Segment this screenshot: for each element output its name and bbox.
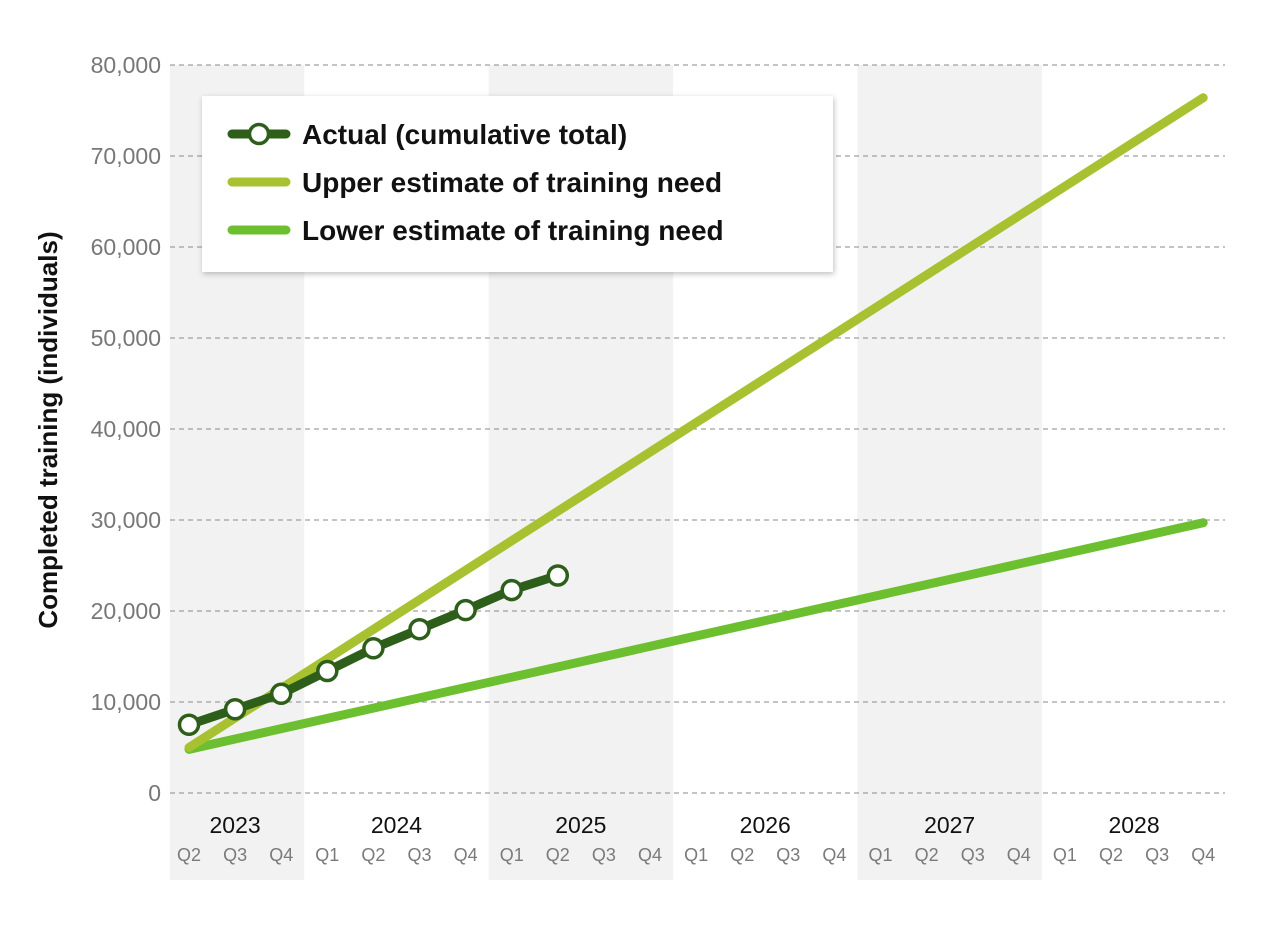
legend-marker (247, 122, 271, 146)
year-band-2027 (857, 65, 1042, 880)
legend-label: Lower estimate of training need (302, 215, 724, 246)
quarter-tick-label: Q2 (177, 845, 201, 865)
quarter-tick-label: Q1 (684, 845, 708, 865)
series-line-upper-estimate-of-training-need (184, 93, 1208, 752)
quarter-tick-label: Q4 (1007, 845, 1031, 865)
series-lines (177, 93, 1208, 754)
quarter-tick-label: Q4 (638, 845, 662, 865)
quarter-tick-label: Q2 (361, 845, 385, 865)
data-point (500, 578, 523, 602)
y-axis-label: Completed training (individuals) (33, 231, 63, 628)
quarter-tick-label: Q4 (1191, 845, 1215, 865)
quarter-tick-label: Q4 (454, 845, 478, 865)
data-point (454, 598, 477, 622)
y-tick-label: 80,000 (91, 52, 161, 78)
year-label-2027: 2027 (924, 812, 975, 838)
quarter-tick-label: Q3 (407, 845, 431, 865)
legend-label: Actual (cumulative total) (302, 119, 627, 150)
quarter-tick-label: Q3 (592, 845, 616, 865)
y-axis-ticks: 0 10,000 20,000 30,000 40,000 50,000 60,000 70,… (91, 52, 161, 806)
y-tick-label: 30,000 (91, 507, 161, 533)
quarter-tick-label: Q2 (546, 845, 570, 865)
year-label-2026: 2026 (740, 812, 791, 838)
y-tick-label: 10,000 (91, 689, 161, 715)
quarter-tick-label: Q2 (730, 845, 754, 865)
year-label-2028: 2028 (1108, 812, 1159, 838)
y-tick-label: 20,000 (91, 598, 161, 624)
quarter-tick-label: Q3 (223, 845, 247, 865)
quarter-tick-label: Q3 (776, 845, 800, 865)
quarter-tick-label: Q3 (1145, 845, 1169, 865)
legend: Actual (cumulative total) Upper estimate … (202, 96, 833, 272)
quarter-tick-label: Q1 (1053, 845, 1077, 865)
data-point (408, 617, 431, 641)
legend-label: Upper estimate of training need (302, 167, 722, 198)
data-point (362, 637, 385, 660)
x-axis-ticks: 2023 Q2 Q3 Q4 2024 Q1 Q2 Q3 Q4 2025 Q1 Q2 Q3 Q4 2026 Q1… (177, 812, 1215, 865)
quarter-tick-label: Q2 (915, 845, 939, 865)
quarter-tick-label: Q4 (822, 845, 846, 865)
quarter-tick-label: Q1 (315, 845, 339, 865)
series-line-lower-estimate-of-training-need (184, 518, 1208, 754)
year-label-2023: 2023 (210, 812, 261, 838)
y-tick-label: 60,000 (91, 234, 161, 260)
data-point (177, 713, 201, 736)
quarter-tick-label: Q3 (961, 845, 985, 865)
y-tick-label: 0 (148, 780, 161, 806)
data-point (223, 698, 247, 721)
year-label-2025: 2025 (555, 812, 606, 838)
y-tick-label: 40,000 (91, 416, 161, 442)
quarter-tick-label: Q4 (269, 845, 293, 865)
legend-box (202, 96, 833, 272)
quarter-tick-label: Q1 (500, 845, 524, 865)
data-point (316, 659, 339, 683)
data-point (546, 564, 570, 587)
quarter-tick-label: Q2 (1099, 845, 1123, 865)
y-tick-label: 50,000 (91, 325, 161, 351)
data-point (269, 682, 293, 706)
quarter-tick-label: Q1 (868, 845, 892, 865)
year-label-2024: 2024 (371, 812, 422, 838)
y-tick-label: 70,000 (91, 143, 161, 169)
